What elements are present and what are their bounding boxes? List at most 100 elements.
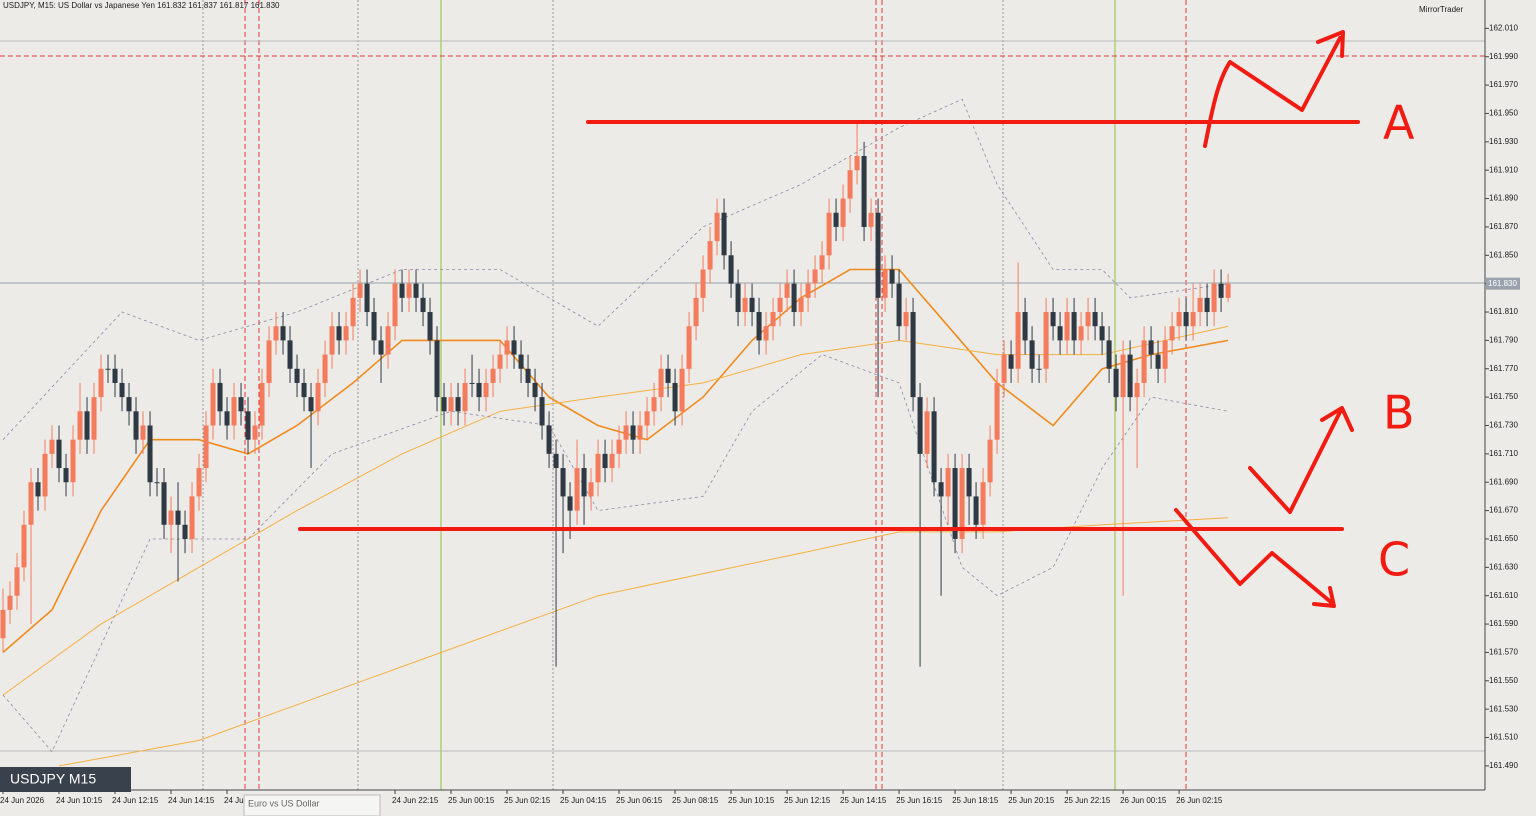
- candle-body: [203, 425, 209, 469]
- candle-body: [399, 283, 405, 298]
- candle-body: [756, 312, 762, 341]
- candle-body: [798, 297, 804, 313]
- candle-body: [231, 397, 237, 426]
- candle-body: [700, 269, 706, 298]
- candle-body: [259, 382, 265, 426]
- candle-body: [1015, 312, 1021, 369]
- candle-body: [903, 312, 909, 327]
- candle-body: [182, 524, 188, 539]
- y-tick-label: 161.810: [1489, 307, 1518, 316]
- candle-body: [329, 326, 335, 355]
- y-tick-label: 161.630: [1489, 562, 1518, 571]
- candle-body: [217, 382, 223, 412]
- candle-body: [196, 468, 202, 497]
- candle-body: [322, 354, 328, 383]
- candle-body: [938, 482, 944, 497]
- x-tick-label: 26 Jun 02:15: [1176, 796, 1223, 805]
- candle-body: [637, 425, 643, 440]
- price-axis-panel: [1485, 0, 1536, 816]
- candle-body: [560, 468, 566, 497]
- candle-body: [567, 496, 573, 511]
- candle-body: [476, 382, 482, 398]
- candle-body: [686, 326, 692, 369]
- candle-body: [805, 283, 811, 298]
- tooltip: Euro vs US Dollar: [248, 798, 320, 808]
- candle-body: [406, 283, 412, 298]
- candle-body: [791, 283, 797, 313]
- y-tick-label: 161.990: [1489, 52, 1518, 61]
- y-tick-label: 161.890: [1489, 194, 1518, 203]
- candle-body: [392, 283, 398, 327]
- candle-body: [658, 368, 664, 398]
- candle-body: [819, 255, 825, 270]
- brand: MirrorTrader: [1419, 5, 1463, 14]
- candle-body: [973, 496, 979, 525]
- candle-body: [980, 482, 986, 525]
- candle-body: [238, 397, 244, 412]
- x-tick-label: 24 Jun 12:15: [112, 796, 159, 805]
- candle-body: [777, 297, 783, 313]
- candle-body: [735, 283, 741, 313]
- y-tick-label: 161.570: [1489, 648, 1518, 657]
- x-tick-label: 25 Jun 02:15: [504, 796, 551, 805]
- candle-body: [616, 439, 622, 454]
- candle-body: [147, 425, 153, 483]
- candle-body: [679, 368, 685, 412]
- candle-body: [350, 297, 356, 327]
- candle-body: [1085, 312, 1091, 327]
- x-tick-label: 24 Jun 2026: [0, 796, 45, 805]
- y-tick-label: 161.490: [1489, 761, 1518, 770]
- candle-body: [42, 453, 48, 497]
- candle-body: [987, 439, 993, 483]
- y-tick-label: 161.710: [1489, 449, 1518, 458]
- candle-body: [273, 326, 279, 341]
- candle-body: [1197, 297, 1203, 313]
- x-tick-label: 25 Jun 10:15: [728, 796, 775, 805]
- candle-body: [910, 312, 916, 398]
- candle-body: [763, 326, 769, 341]
- candle-body: [133, 411, 139, 440]
- candle-body: [357, 283, 363, 298]
- candle-body: [1022, 312, 1028, 341]
- candle-body: [336, 326, 342, 341]
- candle-body: [707, 241, 713, 270]
- candle-body: [1204, 297, 1210, 313]
- candle-body: [721, 212, 727, 256]
- candle-body: [532, 382, 538, 398]
- y-tick-label: 161.590: [1489, 619, 1518, 628]
- y-tick-label: 161.790: [1489, 336, 1518, 345]
- candle-body: [630, 425, 636, 440]
- candle-body: [644, 411, 650, 426]
- candle-body: [448, 397, 454, 412]
- candle-body: [1134, 382, 1140, 398]
- y-tick-label: 161.770: [1489, 364, 1518, 373]
- candle-body: [1078, 326, 1084, 341]
- candle-body: [28, 482, 34, 525]
- candle-body: [189, 496, 195, 539]
- candle-body: [497, 354, 503, 369]
- candle-body: [539, 397, 545, 426]
- candle-body: [714, 212, 720, 242]
- candle-body: [154, 482, 160, 484]
- candle-body: [224, 411, 230, 426]
- axes: 162.010 161.990 161.970 161.950 161.930 161.9…: [0, 23, 1520, 805]
- candle-body: [1043, 312, 1049, 369]
- candle-body: [994, 382, 1000, 440]
- indicator-line: [2, 354, 1229, 753]
- x-tick-label: 25 Jun 16:15: [896, 796, 943, 805]
- candle-body: [1120, 354, 1126, 398]
- candle-body: [672, 382, 678, 412]
- candle-body: [315, 382, 321, 412]
- candle-body: [112, 368, 118, 383]
- candle-body: [1099, 326, 1105, 341]
- x-tick-label: 25 Jun 18:15: [952, 796, 999, 805]
- y-tick-label: 161.510: [1489, 733, 1518, 742]
- y-tick-label: 162.010: [1489, 23, 1518, 32]
- x-tick-label: 25 Jun 14:15: [840, 796, 887, 805]
- candle-body: [770, 312, 776, 327]
- candle-body: [7, 595, 13, 610]
- y-tick-label: 161.650: [1489, 534, 1518, 543]
- candle-body: [511, 340, 517, 355]
- candle-body: [518, 354, 524, 369]
